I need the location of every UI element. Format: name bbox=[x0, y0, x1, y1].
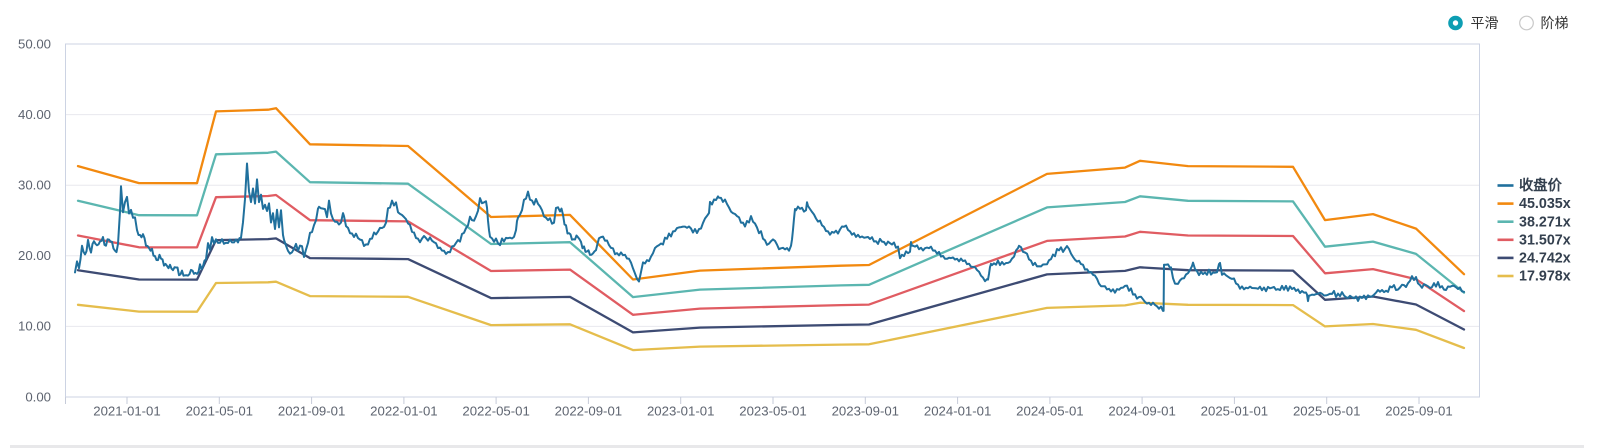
svg-text:24.742x: 24.742x bbox=[1519, 251, 1571, 267]
svg-text:阶梯: 阶梯 bbox=[1541, 15, 1569, 31]
svg-text:2023-01-01: 2023-01-01 bbox=[647, 404, 714, 419]
svg-text:2021-05-01: 2021-05-01 bbox=[186, 404, 253, 419]
svg-text:31.507x: 31.507x bbox=[1519, 232, 1571, 248]
svg-text:2024-09-01: 2024-09-01 bbox=[1108, 404, 1175, 419]
svg-text:2023-09-01: 2023-09-01 bbox=[832, 404, 899, 419]
svg-text:40.00: 40.00 bbox=[18, 107, 51, 122]
svg-text:2022-09-01: 2022-09-01 bbox=[555, 404, 622, 419]
svg-text:2023-05-01: 2023-05-01 bbox=[739, 404, 806, 419]
svg-text:平滑: 平滑 bbox=[1471, 15, 1499, 31]
svg-text:20.00: 20.00 bbox=[18, 248, 51, 263]
svg-text:2021-09-01: 2021-09-01 bbox=[278, 404, 345, 419]
svg-text:30.00: 30.00 bbox=[18, 178, 51, 193]
svg-text:50.00: 50.00 bbox=[18, 36, 51, 51]
svg-text:2022-01-01: 2022-01-01 bbox=[370, 404, 437, 419]
svg-text:38.271x: 38.271x bbox=[1519, 214, 1571, 230]
svg-text:45.035x: 45.035x bbox=[1519, 196, 1571, 212]
svg-text:2025-05-01: 2025-05-01 bbox=[1293, 404, 1360, 419]
svg-text:2022-05-01: 2022-05-01 bbox=[462, 404, 529, 419]
svg-text:2024-05-01: 2024-05-01 bbox=[1016, 404, 1083, 419]
svg-text:2024-01-01: 2024-01-01 bbox=[924, 404, 991, 419]
svg-text:0.00: 0.00 bbox=[25, 389, 51, 404]
svg-text:2025-09-01: 2025-09-01 bbox=[1385, 404, 1452, 419]
svg-text:2021-01-01: 2021-01-01 bbox=[93, 404, 160, 419]
svg-text:10.00: 10.00 bbox=[18, 319, 51, 334]
svg-text:收盘价: 收盘价 bbox=[1519, 176, 1563, 194]
svg-text:2025-01-01: 2025-01-01 bbox=[1201, 404, 1268, 419]
svg-text:17.978x: 17.978x bbox=[1519, 269, 1571, 285]
